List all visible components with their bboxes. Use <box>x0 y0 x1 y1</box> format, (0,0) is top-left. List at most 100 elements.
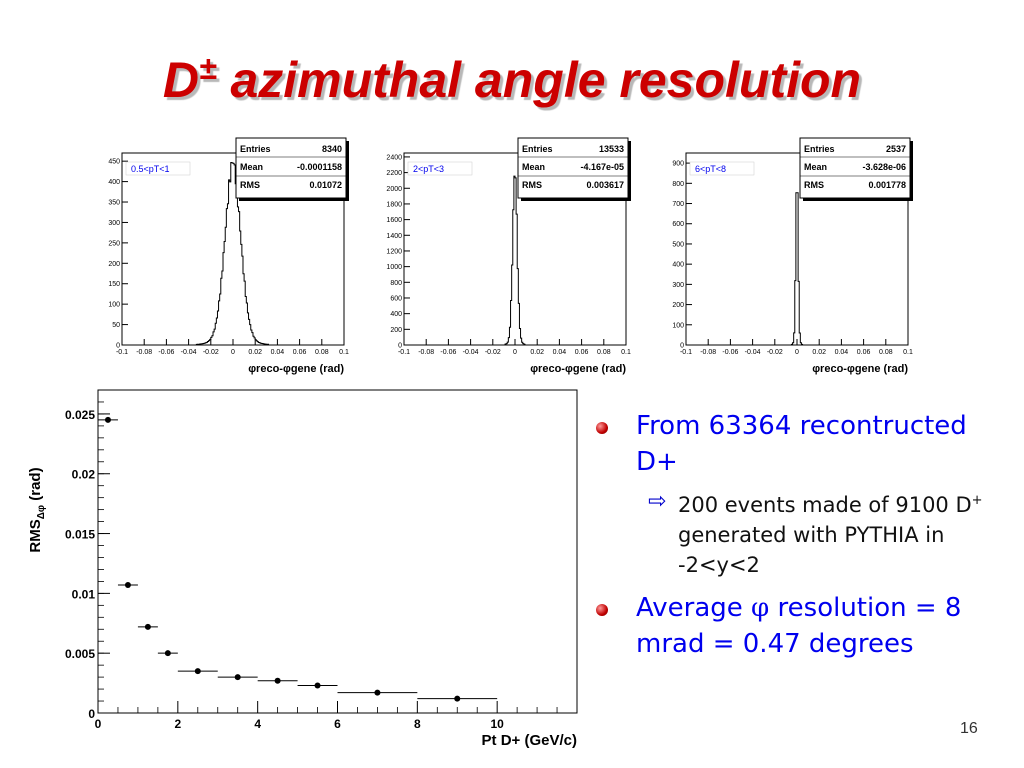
y-axis-label-group: RMSΔφ (rad) <box>27 467 47 552</box>
y-tick-label: 200 <box>390 327 402 334</box>
stats-label: Mean <box>240 162 263 172</box>
y-tick-label: 1800 <box>386 201 402 208</box>
x-tick-label: 0.08 <box>597 349 611 356</box>
data-point <box>194 668 201 675</box>
arrow-right-icon: ⇨ <box>648 489 667 514</box>
data-point <box>124 581 131 588</box>
x-tick-label: -0.04 <box>745 349 761 356</box>
stats-value: -3.628e-06 <box>862 162 906 172</box>
stats-value: 8340 <box>322 144 342 154</box>
label-box <box>125 161 191 176</box>
x-tick-label: -0.08 <box>418 349 434 356</box>
x-tick-label: -0.06 <box>158 349 174 356</box>
y-tick-label: 400 <box>672 262 684 269</box>
x-tick-label: 0.08 <box>315 349 329 356</box>
histogram-line <box>122 162 344 346</box>
bullet-dot-icon <box>596 604 608 616</box>
y-tick-label: 500 <box>672 241 684 248</box>
stats-label: RMS <box>522 180 542 190</box>
histogram-pt-6-8: 0 100 200 300 400 500 600 700 800 900 -0.1 -0.08 -0.… <box>672 137 913 375</box>
stats-value: 0.01072 <box>309 180 342 190</box>
x-axis-label: Pt D+ (GeV/c) <box>482 732 577 749</box>
stats-label: Entries <box>522 144 553 154</box>
x-tick-label: 0.1 <box>903 349 913 356</box>
stats-value: 0.003617 <box>586 180 624 190</box>
y-tick-label: 0 <box>398 343 402 350</box>
y-tick-label: 1200 <box>386 248 402 255</box>
data-point <box>274 677 281 684</box>
x-tick-label: -0.1 <box>680 349 692 356</box>
range-label: 2<pT<3 <box>413 164 444 174</box>
x-tick-label: 8 <box>414 717 421 731</box>
y-axis-label-sub: Δφ <box>36 505 47 519</box>
bullet-dot-icon <box>596 422 608 434</box>
stats-value: 2537 <box>886 144 906 154</box>
y-tick-label: 800 <box>390 280 402 287</box>
data-point <box>164 650 171 657</box>
stats-label: Mean <box>522 162 545 172</box>
x-tick-label: 2 <box>174 717 181 731</box>
stats-box <box>799 137 911 199</box>
y-tick-label: 700 <box>672 201 684 208</box>
y-tick-label: 300 <box>108 220 120 227</box>
y-tick-label: 900 <box>672 161 684 168</box>
histogram-line <box>404 175 626 346</box>
y-tick-label: 2400 <box>386 154 402 161</box>
y-tick-label: 0 <box>116 343 120 350</box>
stats-value: -0.0001158 <box>297 162 342 172</box>
x-tick-label: 0.02 <box>530 349 544 356</box>
stats-box <box>235 137 347 199</box>
label-box <box>407 161 473 176</box>
x-tick-label: -0.04 <box>463 349 479 356</box>
y-tick-label: 600 <box>390 295 402 302</box>
y-tick-label: 2000 <box>386 186 402 193</box>
x-tick-label: -0.08 <box>700 349 716 356</box>
x-tick-label: 0 <box>795 349 799 356</box>
y-tick-label: 2200 <box>386 170 402 177</box>
stats-label: Entries <box>240 144 271 154</box>
stats-label: Entries <box>804 144 835 154</box>
stats-value: 0.001778 <box>868 180 906 190</box>
x-tick-label: 0.06 <box>857 349 871 356</box>
x-tick-label: -0.06 <box>440 349 456 356</box>
x-tick-label: -0.04 <box>181 349 197 356</box>
y-tick-label: 100 <box>108 302 120 309</box>
y-tick-label: 1400 <box>386 233 402 240</box>
bullet-reconstructed: From 63364 recontructed D+ <box>592 408 1012 480</box>
data-point <box>454 695 461 702</box>
histogram-pt-0-5-1: 0 50 100 150 200 250 300 350 400 450 -0.1 -0.08 -0.0… <box>108 137 349 375</box>
x-tick-label: 10 <box>490 717 504 731</box>
y-tick-label: 600 <box>672 221 684 228</box>
x-tick-label: 0.08 <box>879 349 893 356</box>
y-tick-label: 0.005 <box>65 647 95 661</box>
y-tick-label: 50 <box>112 322 120 329</box>
stats-box <box>517 137 629 199</box>
y-tick-label: 200 <box>672 302 684 309</box>
x-axis-label: φreco-φgene (rad) <box>530 363 626 375</box>
y-tick-label: 0.015 <box>65 528 95 542</box>
data-point <box>374 689 381 696</box>
x-tick-label: -0.1 <box>398 349 410 356</box>
x-axis-label: φreco-φgene (rad) <box>812 363 908 375</box>
x-tick-label: -0.02 <box>767 349 783 356</box>
x-tick-label: 0.02 <box>812 349 826 356</box>
range-label: 6<pT<8 <box>695 164 726 174</box>
data-point <box>314 682 321 689</box>
y-tick-label: 0.02 <box>72 468 96 482</box>
x-tick-label: -0.08 <box>136 349 152 356</box>
histogram-line <box>686 192 908 346</box>
x-tick-label: -0.02 <box>485 349 501 356</box>
page-number: 16 <box>960 720 978 737</box>
x-tick-label: 0.02 <box>248 349 262 356</box>
x-tick-label: 0.06 <box>575 349 589 356</box>
x-tick-label: 6 <box>334 717 341 731</box>
plot-frame <box>97 389 578 714</box>
histogram-pt-2-3: 0 200 400 600 800 1000 1200 1400 1600 1800 2000 220… <box>386 137 631 375</box>
data-point <box>234 674 241 681</box>
stats-label: RMS <box>240 180 260 190</box>
y-tick-label: 0 <box>88 707 95 721</box>
subbullet-events: ⇨ 200 events made of 9100 D+ generated w… <box>648 489 983 577</box>
y-tick-label: 300 <box>672 282 684 289</box>
x-tick-label: -0.06 <box>722 349 738 356</box>
